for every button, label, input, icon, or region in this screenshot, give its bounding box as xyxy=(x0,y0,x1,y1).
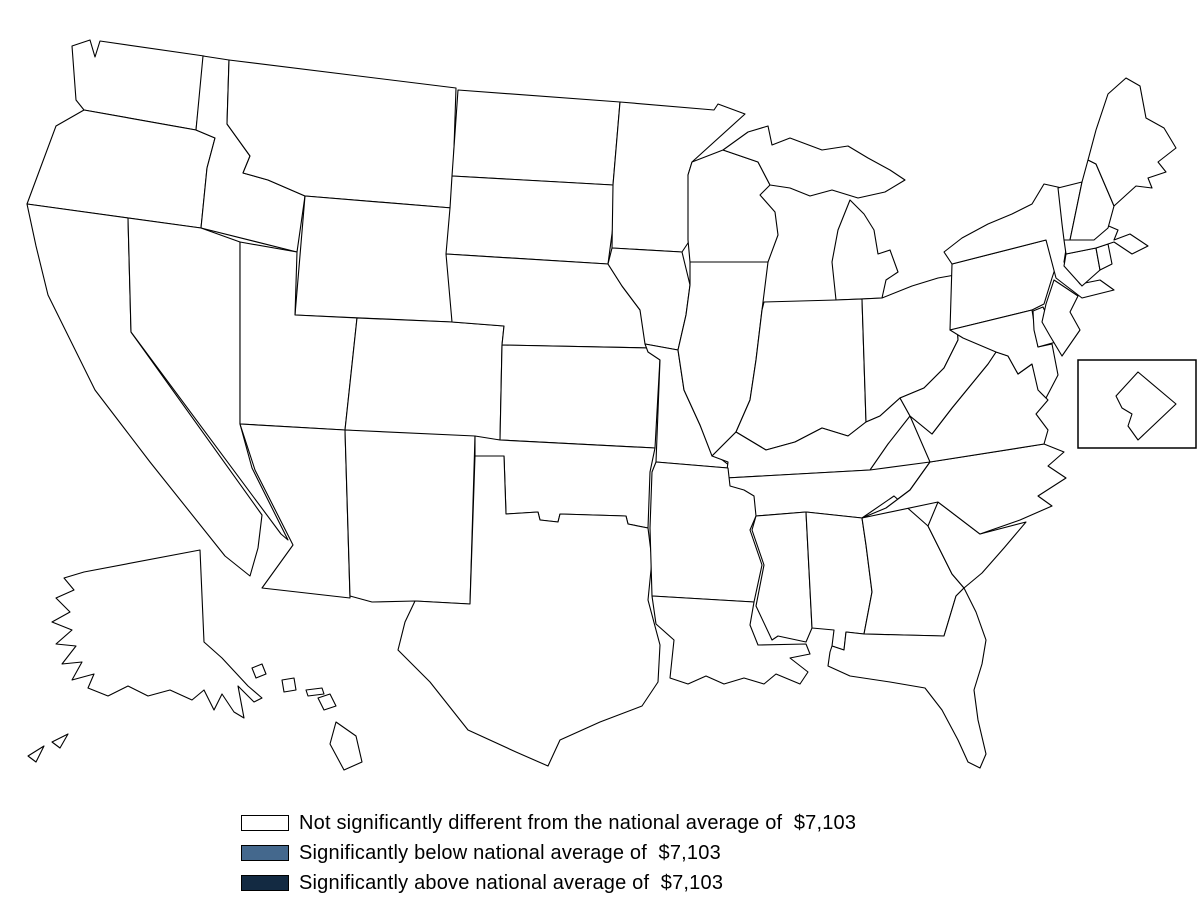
state-mt xyxy=(226,59,457,209)
legend-label-above: Significantly above national average of … xyxy=(299,871,724,894)
legend-item-above: Significantly above national average of … xyxy=(241,868,856,898)
state-la xyxy=(651,595,811,685)
state-fl xyxy=(827,587,987,769)
legend-swatch-1 xyxy=(241,845,289,861)
dc-inset-box xyxy=(1077,359,1197,449)
state-nd xyxy=(451,89,621,186)
state-mi-lower xyxy=(831,199,899,301)
state-hi-maui xyxy=(317,693,337,711)
state-hi-kauai xyxy=(251,663,267,679)
legend-label-below: Significantly below national average of … xyxy=(299,841,721,864)
us-map-svg xyxy=(26,39,1197,771)
state-hi-oahu xyxy=(281,677,297,693)
state-nm xyxy=(344,429,476,605)
state-tx xyxy=(397,455,661,767)
state-hi-big-island xyxy=(329,721,363,771)
state-vt xyxy=(1057,181,1083,241)
state-nj xyxy=(1041,279,1081,357)
state-wy xyxy=(294,195,453,323)
us-choropleth-map xyxy=(26,39,1197,771)
legend-item-not-different: Not significantly different from the nat… xyxy=(241,808,856,838)
state-ak-island-1 xyxy=(27,745,45,763)
state-ma xyxy=(1063,223,1149,255)
state-ky xyxy=(711,397,911,479)
state-nc xyxy=(861,443,1067,535)
state-al xyxy=(805,511,873,651)
state-ak-island-2 xyxy=(51,733,69,749)
map-legend: Not significantly different from the nat… xyxy=(241,808,856,898)
legend-swatch-2 xyxy=(241,875,289,891)
state-sd xyxy=(445,175,618,265)
state-ks xyxy=(499,344,661,449)
state-me xyxy=(1087,77,1177,207)
state-dc xyxy=(1115,371,1177,441)
state-ms xyxy=(751,511,813,643)
legend-swatch-0 xyxy=(241,815,289,831)
legend-label-not-different: Not significantly different from the nat… xyxy=(299,811,857,834)
state-ak xyxy=(51,549,263,719)
legend-item-below: Significantly below national average of … xyxy=(241,838,856,868)
state-mi-upper xyxy=(722,125,906,199)
state-nv xyxy=(127,217,289,541)
state-ar xyxy=(649,461,763,603)
state-co xyxy=(344,317,505,441)
state-hi-molokai xyxy=(305,687,325,697)
state-sc xyxy=(927,501,1027,589)
